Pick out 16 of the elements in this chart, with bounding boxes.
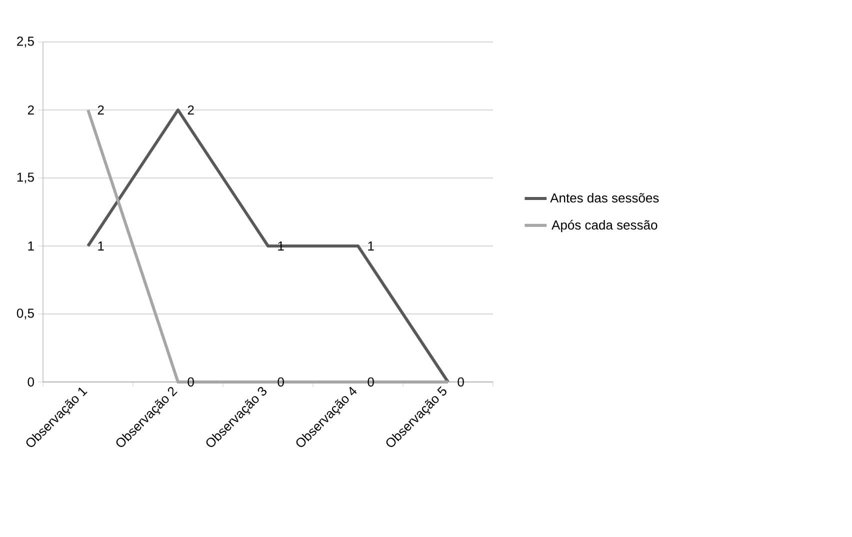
data-label: 0: [278, 377, 284, 387]
data-label: 1: [98, 242, 104, 250]
y-tick-label: 0: [28, 377, 34, 387]
y-tick-label: 2,5: [17, 36, 34, 48]
data-label: 2: [188, 105, 194, 115]
legend-label: Após cada sessão: [552, 220, 658, 232]
data-label: 2: [98, 105, 104, 115]
data-label: 0: [188, 377, 194, 387]
data-label: 0: [368, 377, 374, 387]
y-tick-label: 0,5: [16, 308, 34, 320]
y-tick-label: 1,5: [17, 172, 34, 184]
y-tick-label: 1: [28, 242, 34, 250]
data-label: 0: [458, 377, 464, 387]
legend-label: Antes das sessões: [550, 193, 659, 203]
y-tick-label: 2: [28, 105, 34, 115]
data-label: 1: [368, 242, 374, 250]
